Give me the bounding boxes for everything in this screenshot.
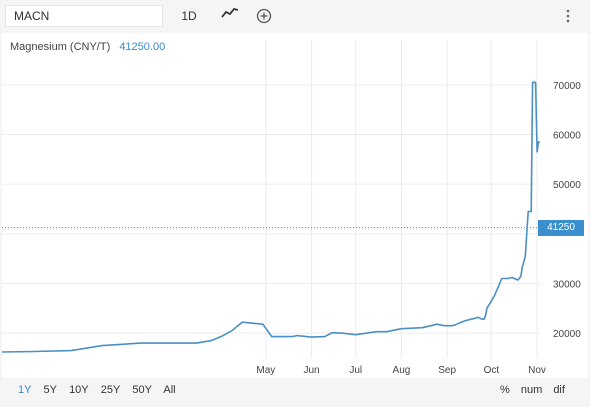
x-tick-label: Jun (303, 365, 319, 376)
mode-selector: % num dif (500, 384, 573, 396)
toolbar: MACN 1D (0, 0, 590, 32)
mode-percent[interactable]: % (500, 384, 510, 396)
x-tick-label: Jul (349, 365, 362, 376)
circle-plus-icon[interactable] (254, 6, 274, 26)
range-all[interactable]: All (163, 384, 176, 396)
range-5y[interactable]: 5Y (43, 384, 57, 396)
y-tick-label: 60000 (553, 131, 581, 142)
y-tick-label: 20000 (553, 329, 581, 340)
x-tick-label: Sep (438, 365, 456, 376)
last-value-badge: 41250 (538, 219, 584, 236)
range-1y[interactable]: 1Y (18, 384, 32, 396)
x-tick-label: Aug (393, 365, 411, 376)
chart-panel (2, 33, 588, 378)
vertical-dots-icon[interactable] (560, 6, 576, 26)
x-tick-label: Nov (528, 365, 546, 376)
range-selector: 1Y 5Y 10Y 25Y 50Y All (18, 384, 185, 396)
series-line (1, 81, 540, 353)
range-25y[interactable]: 25Y (100, 384, 121, 396)
mode-num[interactable]: num (520, 384, 543, 396)
line-chart-icon[interactable] (218, 6, 242, 26)
y-tick-label: 70000 (553, 81, 581, 92)
range-50y[interactable]: 50Y (132, 384, 152, 396)
x-tick-label: Oct (484, 365, 500, 376)
y-tick-label: 30000 (553, 280, 581, 291)
range-10y[interactable]: 10Y (69, 384, 89, 396)
period-button[interactable]: 1D (181, 9, 197, 23)
legend: Magnesium (CNY/T) 41250.00 (10, 41, 165, 53)
legend-series-name: Magnesium (CNY/T) (10, 41, 111, 53)
x-tick-label: May (256, 365, 275, 376)
y-tick-label: 50000 (553, 180, 581, 191)
mode-dif[interactable]: dif (553, 384, 565, 396)
symbol-input[interactable]: MACN (5, 5, 163, 27)
legend-series-value: 41250.00 (119, 41, 166, 53)
